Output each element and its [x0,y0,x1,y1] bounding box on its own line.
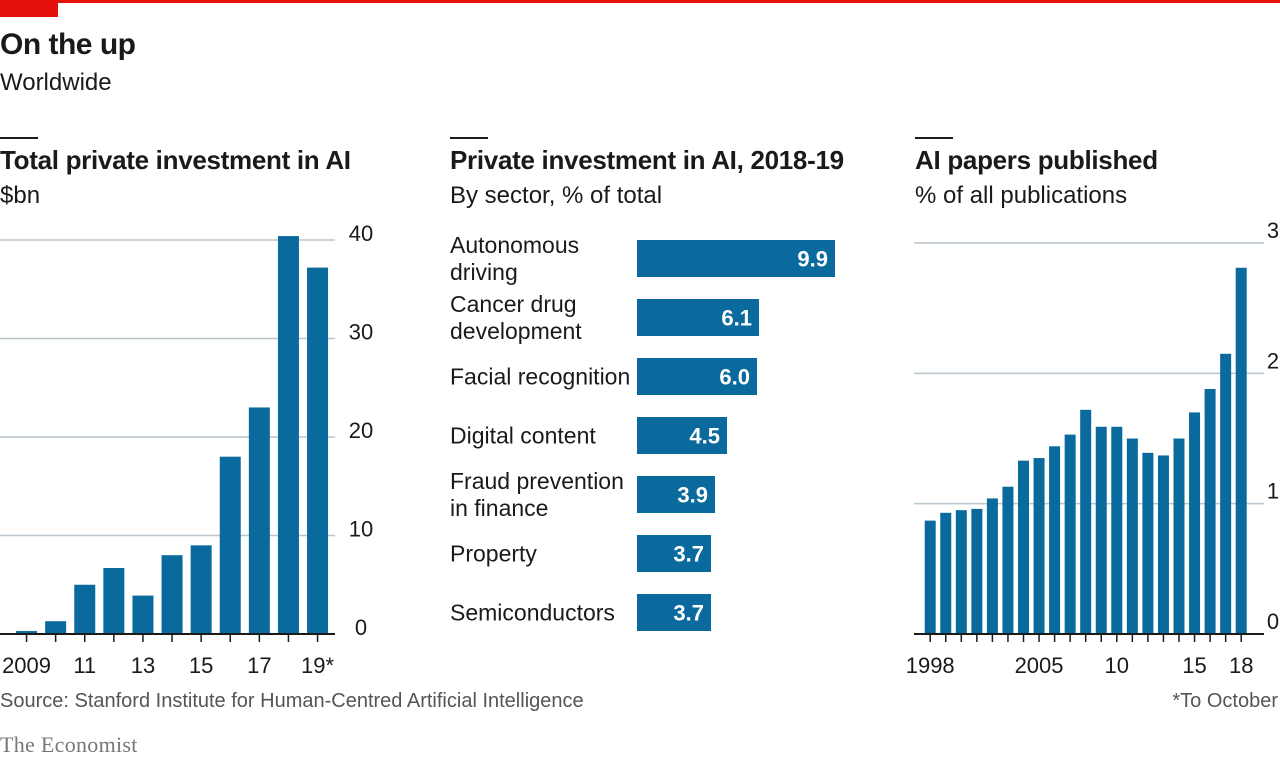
investment-total-chart: 0 10 20 30 40 2009 11 13 15 17 19* [0,221,373,678]
y-tick-label: 3 [1267,218,1279,243]
panel-1-title-rule [0,137,38,139]
panel-3-unit: % of all publications [915,182,1128,209]
bar [1064,434,1076,634]
bar [248,407,270,634]
bar [637,299,759,336]
y-tick-label: 20 [349,418,373,443]
ai-papers-chart: 0 1 2 3 1998 2005 10 15 18 [906,218,1279,678]
panel-1-unit: $bn [0,182,41,209]
panel-3-title: AI papers published [915,145,1158,175]
bar [940,512,952,634]
bar [1235,267,1247,634]
page-title: On the up [0,28,136,61]
bar [637,240,835,277]
bar [637,594,711,631]
x-tick-label: 19* [301,653,334,678]
category-label: Facial recognition [450,364,630,390]
bar [16,631,38,634]
panel-3-title-rule [915,137,953,139]
bar [103,568,125,634]
bar [1080,409,1092,634]
bar-value-label: 6.1 [721,306,752,331]
y-tick-label: 1 [1267,479,1279,504]
bar [132,595,154,634]
page-subtitle: Worldwide [0,69,112,96]
y-tick-label: 0 [1267,609,1279,634]
x-tick-label: 2009 [2,653,51,678]
x-tick-label: 18 [1229,653,1253,678]
x-tick-label: 13 [131,653,155,678]
category-label: Autonomous [450,232,579,258]
y-tick-label: 30 [349,320,373,345]
panel-2-title-rule [450,137,488,139]
bar [277,236,299,634]
category-label: Fraud prevention [450,468,624,494]
bar [190,545,212,634]
panel-2-unit: By sector, % of total [450,182,663,209]
y-tick-label: 0 [355,615,367,640]
category-label: driving [450,259,518,285]
bar-value-label: 6.0 [719,365,750,390]
category-label: Semiconductors [450,600,615,626]
y-tick-label: 10 [349,517,373,542]
y-tick-label: 2 [1267,348,1279,373]
bar [1220,353,1232,634]
bar [1157,455,1169,634]
bar [637,358,757,395]
y-tick-label: 40 [349,221,373,246]
x-tick-label: 11 [73,653,96,678]
bar [1033,458,1045,634]
panel-1-title: Total private investment in AI [0,145,351,175]
bar [1189,412,1201,634]
brand-red-tab [0,0,58,17]
bar [74,584,96,634]
bar [637,417,727,454]
bar [1126,438,1138,634]
panel-2-title: Private investment in AI, 2018-19 [450,145,844,175]
category-label: Cancer drug [450,291,577,317]
x-tick-label: 15 [1182,653,1206,678]
bar [955,510,967,634]
brand-wordmark: The Economist [0,732,138,757]
bar [161,555,183,634]
source-note: Source: Stanford Institute for Human-Cen… [0,690,584,712]
category-label: in finance [450,495,548,521]
bar [45,621,67,634]
bar-value-label: 3.7 [673,601,704,626]
x-tick-label: 10 [1105,653,1129,678]
bar-value-label: 9.9 [797,247,828,272]
bar [1002,486,1014,634]
x-tick-label: 2005 [1015,653,1064,678]
bar [971,508,983,634]
category-label: Property [450,541,537,567]
bar-value-label: 4.5 [689,424,720,449]
category-label: development [450,318,582,344]
footnote: *To October [1172,690,1278,712]
bar-value-label: 3.7 [673,542,704,567]
bar [637,476,715,513]
bar [637,535,711,572]
top-rule [0,0,1280,3]
bar [307,267,329,634]
bar [1111,426,1123,634]
x-tick-label: 15 [189,653,213,678]
bar [1173,438,1185,634]
category-label: Digital content [450,423,596,449]
x-tick-label: 1998 [906,653,955,678]
bar [986,498,998,634]
bar [1204,388,1216,634]
bar [219,456,241,634]
bar [1142,452,1154,634]
bar [1049,446,1061,634]
x-tick-label: 17 [247,653,271,678]
bar [924,520,936,634]
bar [1018,460,1029,634]
bar [1095,426,1107,634]
bar-value-label: 3.9 [677,483,708,508]
